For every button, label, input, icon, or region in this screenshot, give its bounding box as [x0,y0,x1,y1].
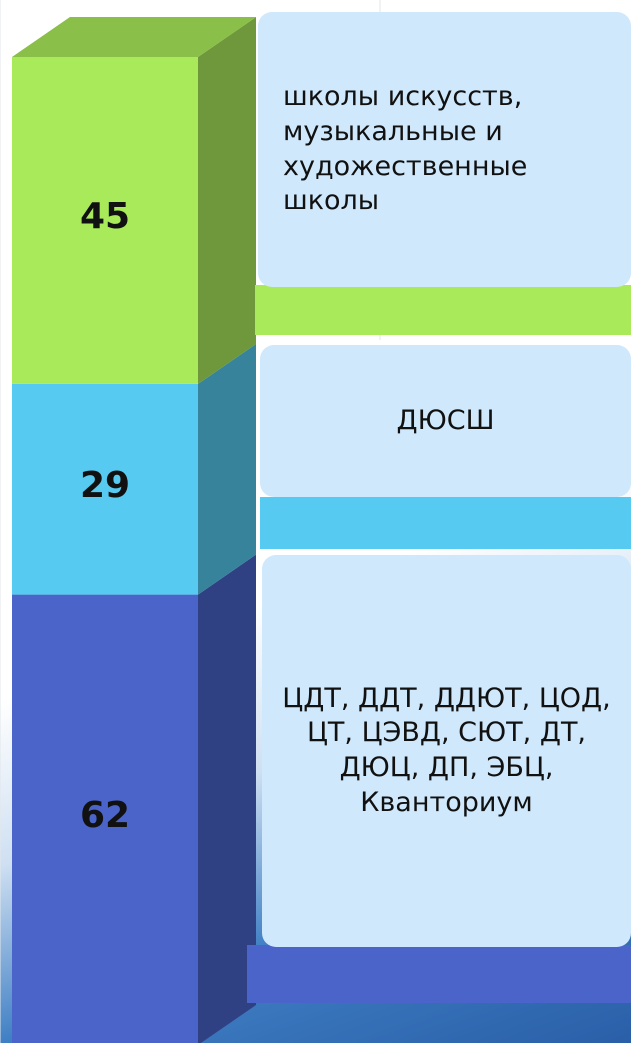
bar-front [12,383,198,595]
legend-swatch [255,285,631,335]
bar-side [198,554,256,1043]
bar-front [12,57,198,384]
legend-label: школы искусств, музыкальные и художестве… [258,12,631,287]
bar-front [12,594,198,1043]
legend-swatch [260,497,631,549]
bar-side [198,17,256,384]
bar-top [12,17,256,57]
bar-top-shade [12,17,256,57]
value-label: 62 [79,794,131,836]
legend-swatch [247,945,631,1003]
value-label: 29 [79,465,131,507]
bar-side-shade [198,554,256,1043]
bar-side-shade [198,17,256,384]
bar-side-shade [198,343,256,595]
bar-side [198,343,256,595]
legend-label: ДЮСШ [260,345,631,497]
value-label: 45 [79,196,131,238]
legend-label: ЦДТ, ДДТ, ДДЮТ, ЦОД, ЦТ, ЦЭВД, СЮТ, ДТ, … [262,555,631,947]
